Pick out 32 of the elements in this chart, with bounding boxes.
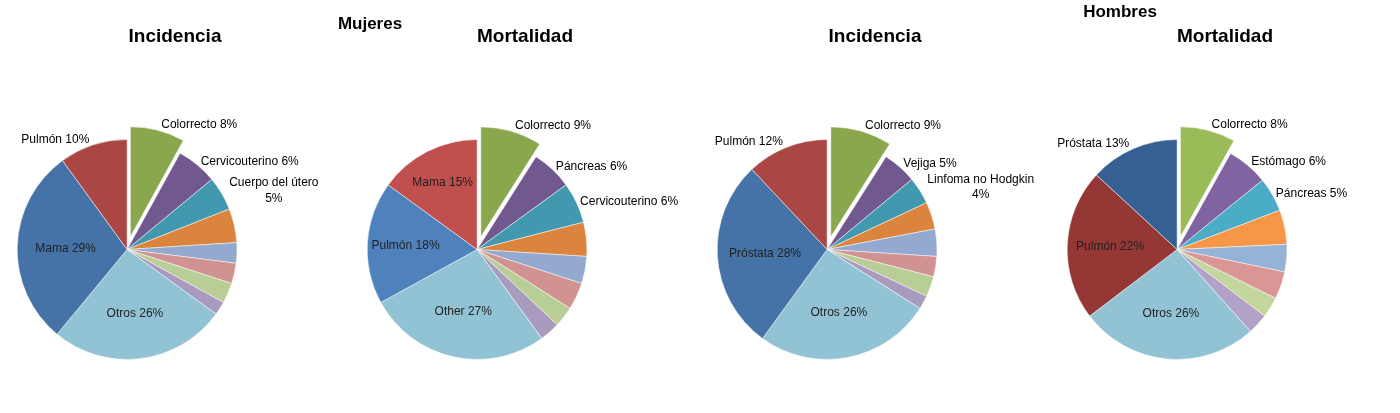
slice-label: Pulmón 18% <box>371 238 440 253</box>
slice-label: Cervicouterino 6% <box>200 153 300 168</box>
slice-label: Cuerpo del útero <box>229 174 319 189</box>
text: Hombres <box>1083 2 1157 22</box>
text: Mujeres <box>337 14 403 34</box>
slice-label: Mama 29% <box>35 240 97 255</box>
slice-label: Otros 26% <box>1142 305 1200 320</box>
slice-label: Linfoma no Hodgkin <box>927 171 1035 186</box>
slice-label: Otros 26% <box>810 304 868 319</box>
slice-label: Pulmón 12% <box>714 134 784 149</box>
slice-label: Pulmón 22% <box>1076 239 1145 254</box>
slice-label: Próstata 13% <box>1057 135 1130 150</box>
slice-label: Vejiga 5% <box>903 156 958 171</box>
slice-label: Colorrecto 8% <box>1211 116 1288 131</box>
slice-label: Páncreas 6% <box>555 158 628 173</box>
slice-label: Other 27% <box>434 303 493 318</box>
slice-label: Mama 15% <box>412 175 474 190</box>
chart-title: Incidencia <box>128 25 222 47</box>
slice-label: Colorrecto 9% <box>864 117 942 132</box>
slice-label: Colorrecto 9% <box>514 117 592 132</box>
chart-title: Mortalidad <box>1176 25 1274 47</box>
slice-label: Cervicouterino 6% <box>580 194 679 209</box>
chart-title: Mortalidad <box>476 25 574 47</box>
slice-label: Estómago 6% <box>1251 154 1327 169</box>
slice-label: Colorrecto 8% <box>161 116 238 131</box>
data-label: 4% <box>972 187 990 202</box>
slice-label: Páncreas 5% <box>1275 185 1348 200</box>
slice-label: Próstata 28% <box>728 246 802 261</box>
chart-title: Incidencia <box>828 25 922 47</box>
data-label: 5% <box>265 190 283 205</box>
slice-label: Pulmón 10% <box>21 131 90 146</box>
slice-label: Otros 26% <box>106 305 164 320</box>
